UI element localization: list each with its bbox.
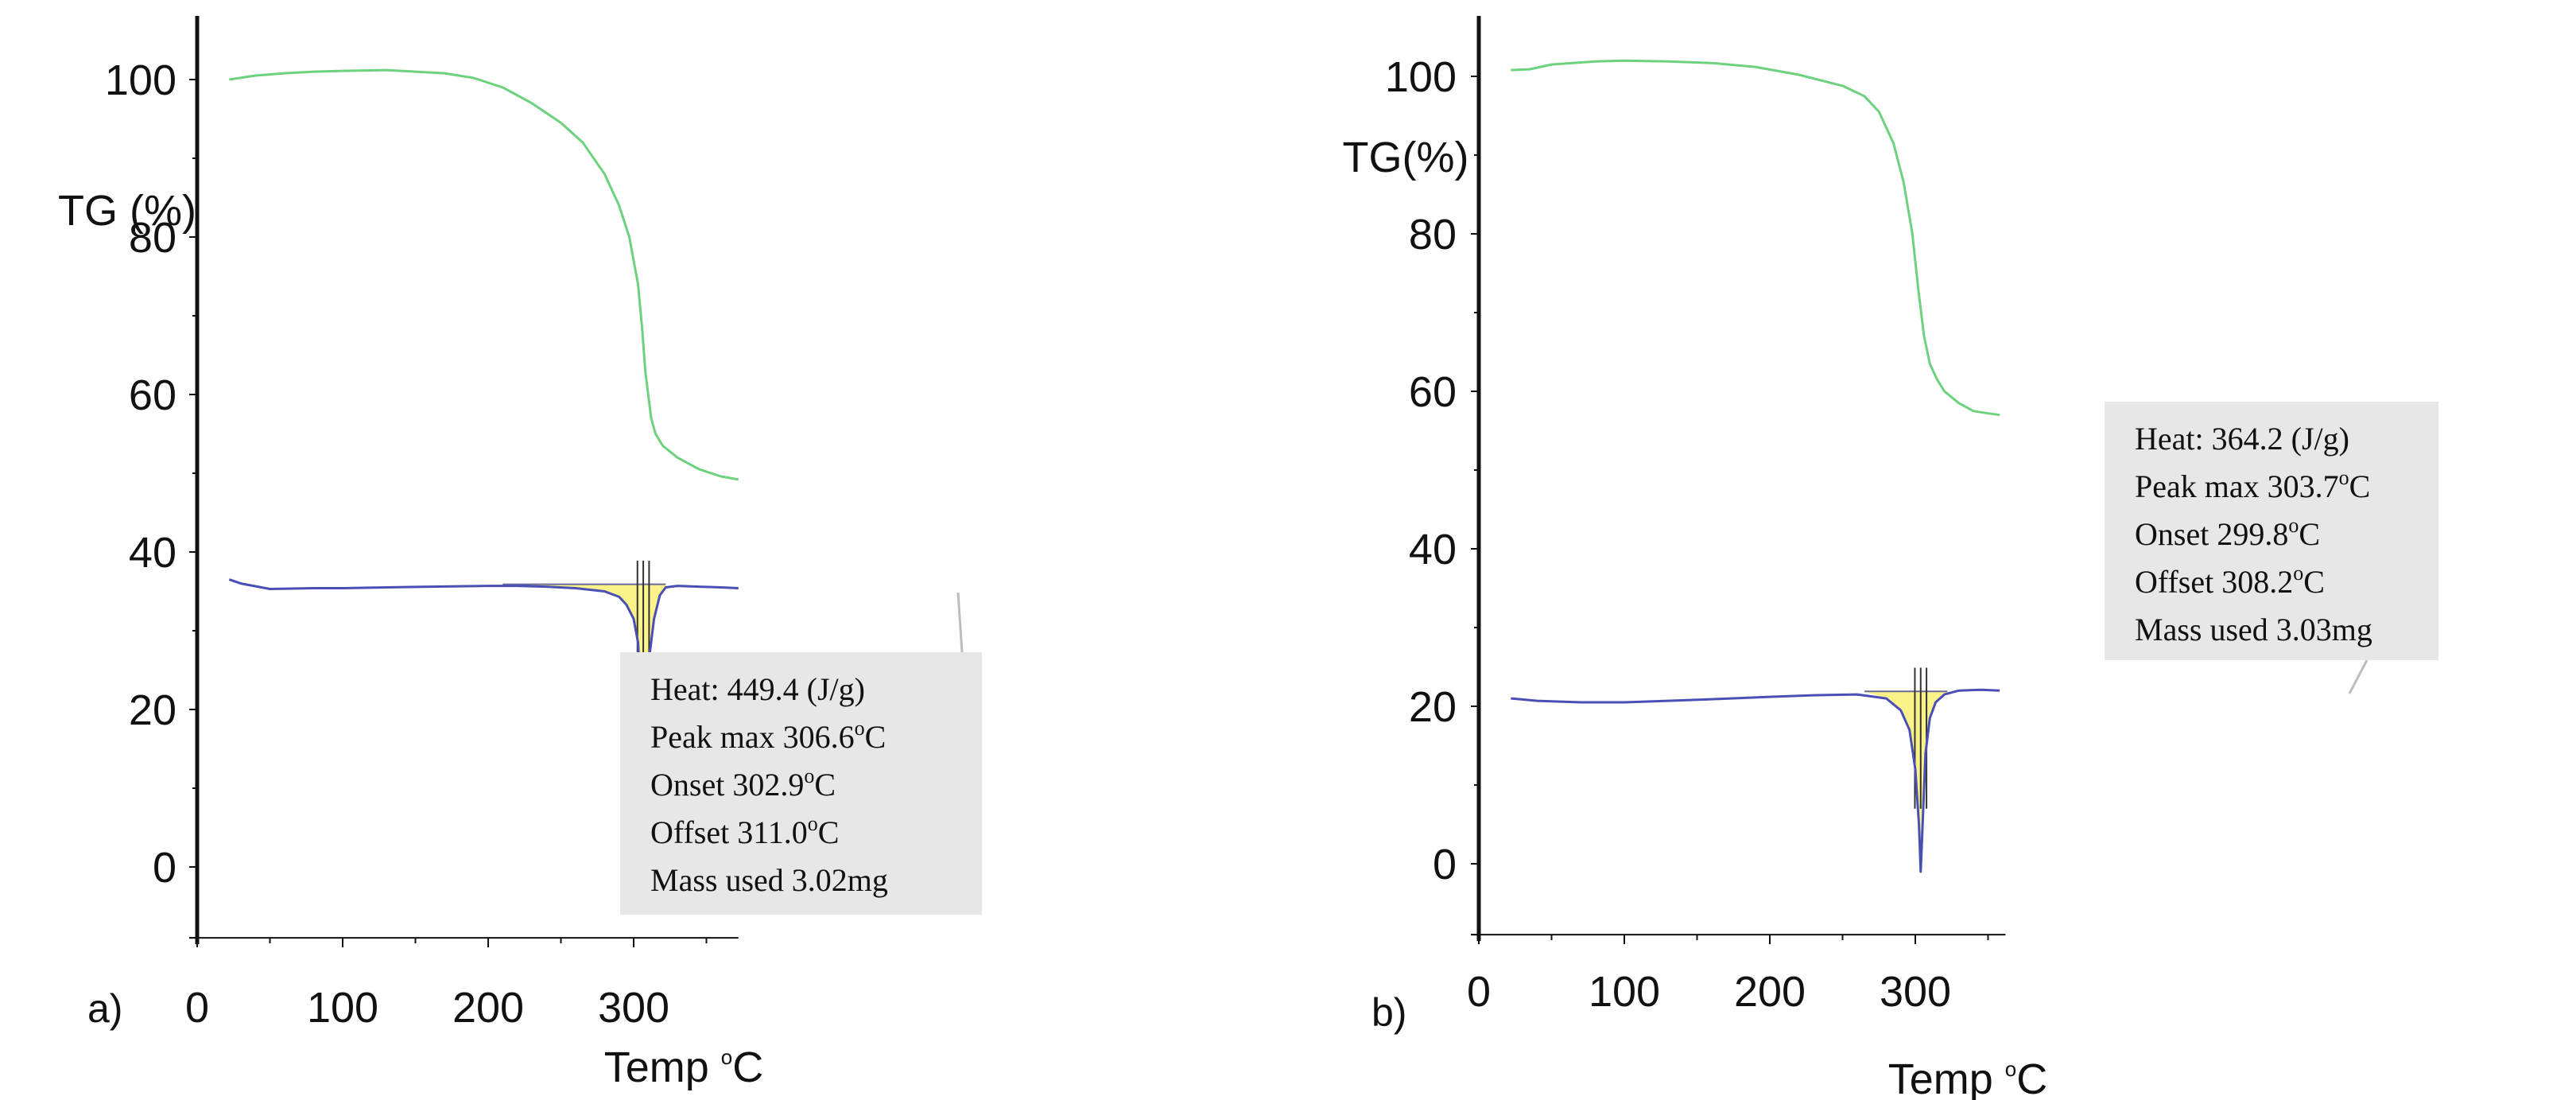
annotation-peak-max: Peak max 306.6oC: [650, 717, 886, 755]
x-tick-label: 0: [185, 984, 209, 1032]
peak-area: [1864, 691, 1948, 872]
annotation-heat: Heat: 364.2 (J/g): [2135, 421, 2349, 457]
y-axis-title: TG (%): [58, 187, 196, 235]
y-tick-label: 60: [129, 371, 177, 419]
y-tick-label: 40: [129, 529, 177, 577]
series-line-tg: [229, 68, 739, 481]
panel-label: b): [1371, 990, 1406, 1035]
x-tick-label: 100: [307, 984, 378, 1032]
y-tick-label: 80: [129, 214, 177, 262]
annotation-leader: [956, 592, 964, 653]
y-tick-label: 80: [1409, 211, 1457, 258]
annotation-onset: Onset 302.9oC: [650, 764, 836, 803]
annotation-offset: Offset 311.0oC: [650, 812, 839, 850]
series-line-dsc: [1511, 688, 2000, 873]
annotation-peak-max: Peak max 303.7oC: [2135, 466, 2370, 504]
y-tick-label: 60: [1409, 368, 1457, 416]
y-tick-label: 40: [1409, 526, 1457, 573]
annotation-offset: Offset 308.2oC: [2135, 562, 2325, 600]
y-tick-label: 20: [129, 686, 177, 734]
annotation-box: [620, 652, 982, 915]
annotation-mass: Mass used 3.03mg: [2135, 612, 2372, 647]
chart-panel-a: 0 100 200 300 0 20 40 60 80 100 TG (%) Temp oC a) Hea…: [58, 16, 982, 1091]
x-axis-title: Temp oC: [1888, 1055, 2048, 1100]
x-tick-label: 300: [1880, 968, 1951, 1016]
y-tick-label: 0: [1433, 841, 1457, 888]
annotation-mass: Mass used 3.02mg: [650, 862, 888, 898]
x-axis-title: Temp oC: [604, 1044, 764, 1091]
series-line-tg: [1511, 59, 2000, 417]
annotation-box: [2105, 402, 2438, 660]
x-tick-label: 300: [598, 984, 669, 1032]
x-tick-label: 200: [452, 984, 524, 1032]
y-tick-label: 100: [1385, 53, 1457, 101]
annotation-leader: [2348, 659, 2368, 694]
x-tick-label: 0: [1467, 968, 1491, 1016]
annotation-onset: Onset 299.8oC: [2135, 514, 2320, 552]
y-tick-label: 100: [105, 56, 177, 104]
y-tick-label: 0: [153, 844, 177, 892]
y-tick-label: 20: [1409, 683, 1457, 731]
panel-label: a): [87, 986, 122, 1031]
annotation-heat: Heat: 449.4 (J/g): [650, 671, 865, 707]
x-tick-label: 100: [1589, 968, 1660, 1016]
series-line-dsc: [228, 578, 739, 857]
chart-panel-b: 0 100 200 300 0 20 40 60 80 100 TG(%) Temp oC b) Heat…: [1343, 16, 2438, 1100]
y-axis-title: TG(%): [1343, 134, 1469, 181]
x-tick-label: 200: [1734, 968, 1806, 1016]
